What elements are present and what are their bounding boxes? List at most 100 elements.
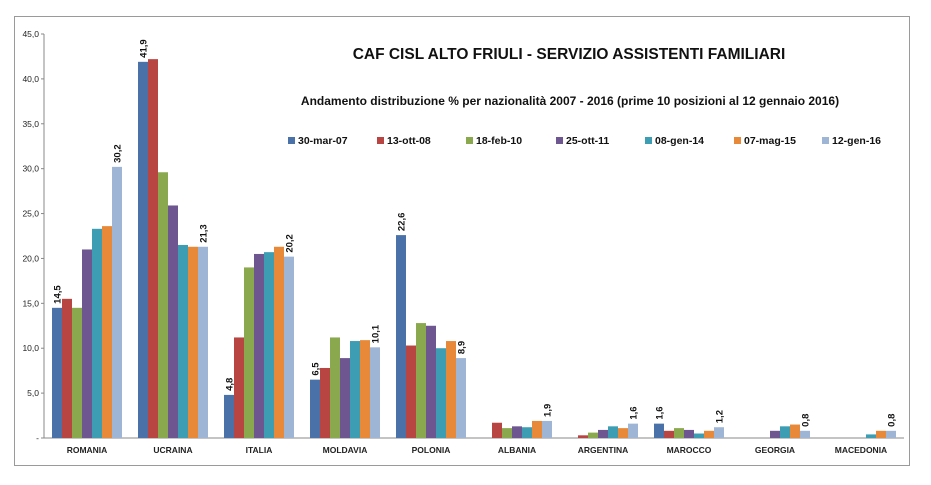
bar [704,430,714,438]
data-label: 22,6 [397,213,408,232]
bar [674,428,684,438]
data-label: 4,8 [225,378,236,391]
bar [664,430,674,438]
bar [416,323,426,438]
bar [310,379,320,438]
bar [224,394,234,438]
legend-label: 13-ott-08 [387,135,431,147]
chart-subtitle: Andamento distribuzione % per nazionalit… [301,94,839,108]
y-tick-label: 40,0 [22,74,39,84]
bar [102,226,112,438]
y-tick-label: 45,0 [22,29,39,39]
data-label: 30,2 [113,144,124,163]
bar [168,205,178,438]
bar [274,246,284,438]
bar-chart: - 5,0 10,0 15,0 20,0 25,0 30,0 35,0 40,0 45,0 14,… [22,29,904,455]
data-label: 14,5 [53,285,64,304]
bar [578,435,588,438]
legend-swatch [377,137,384,144]
data-label: 0,8 [887,414,898,427]
x-category-label: MACEDONIA [835,445,887,455]
data-label: 1,6 [629,406,640,419]
x-category-label: ITALIA [246,445,273,455]
bar [654,423,664,438]
legend-label: 30-mar-07 [298,135,348,147]
legend-swatch [734,137,741,144]
data-label: 6,5 [311,362,322,376]
bar [436,348,446,438]
bar [618,428,628,438]
bar [770,430,780,438]
chart-frame: - 5,0 10,0 15,0 20,0 25,0 30,0 35,0 40,0 45,0 14,… [14,16,910,466]
bar [714,427,724,438]
bar [264,252,274,438]
bar [684,429,694,438]
bar [608,426,618,438]
bar [628,423,638,438]
bars-group [52,59,896,439]
bar [62,298,72,438]
bar [800,430,810,438]
bar [330,337,340,438]
bar [320,367,330,438]
legend-swatch [822,137,829,144]
x-category-label: MAROCCO [667,445,712,455]
y-tick-label: 10,0 [22,343,39,353]
bar [188,246,198,438]
legend-label: 25-ott-11 [566,135,609,147]
bar [340,358,350,438]
bar [234,337,244,438]
bar [396,235,406,438]
x-category-label: ARGENTINA [578,445,629,455]
bar [866,434,876,438]
bar [876,430,886,438]
data-labels-group: 14,5 30,2 41,9 21,3 4,8 20,2 6,5 10,1 22,6 8,9 1,9… [53,39,898,426]
bar [512,426,522,438]
x-category-label: UCRAINA [153,445,192,455]
data-label: 21,3 [199,224,210,243]
data-label: 1,6 [655,406,666,419]
bar [370,347,380,438]
bar [588,432,598,438]
bar [360,340,370,438]
y-axis-ticks: - 5,0 10,0 15,0 20,0 25,0 30,0 35,0 40,0 45,0 [22,29,44,443]
y-tick-label: 25,0 [22,209,39,219]
bar [598,429,608,438]
bar [148,59,158,438]
bar [112,166,122,439]
bar [446,341,456,438]
bar [178,244,188,438]
bar [52,307,62,438]
bar [886,430,896,438]
bar [456,358,466,438]
x-category-label: ALBANIA [498,445,536,455]
bar [532,420,542,438]
y-tick-label: - [36,433,39,443]
bar [522,427,532,438]
bar [790,424,800,438]
bar [694,433,704,438]
bar [82,249,92,438]
data-label: 10,1 [371,324,382,343]
bar [492,422,502,438]
x-category-label: GEORGIA [755,445,795,455]
x-category-label: ROMANIA [67,445,108,455]
chart-title: CAF CISL ALTO FRIULI - SERVIZIO ASSISTEN… [353,46,786,63]
y-tick-label: 20,0 [22,253,39,263]
y-tick-label: 15,0 [22,298,39,308]
bar [542,420,552,438]
bar [72,307,82,438]
legend-swatch [288,137,295,144]
legend-swatch [466,137,473,144]
x-category-label: MOLDAVIA [323,445,368,455]
bar [158,172,168,438]
legend-label: 07-mag-15 [744,135,796,147]
bar [92,228,102,438]
data-label: 8,9 [457,341,468,354]
data-label: 20,2 [285,234,296,253]
data-label: 1,9 [543,404,554,417]
bar [426,325,436,438]
bar [254,253,264,438]
legend-swatch [556,137,563,144]
bar [350,341,360,438]
